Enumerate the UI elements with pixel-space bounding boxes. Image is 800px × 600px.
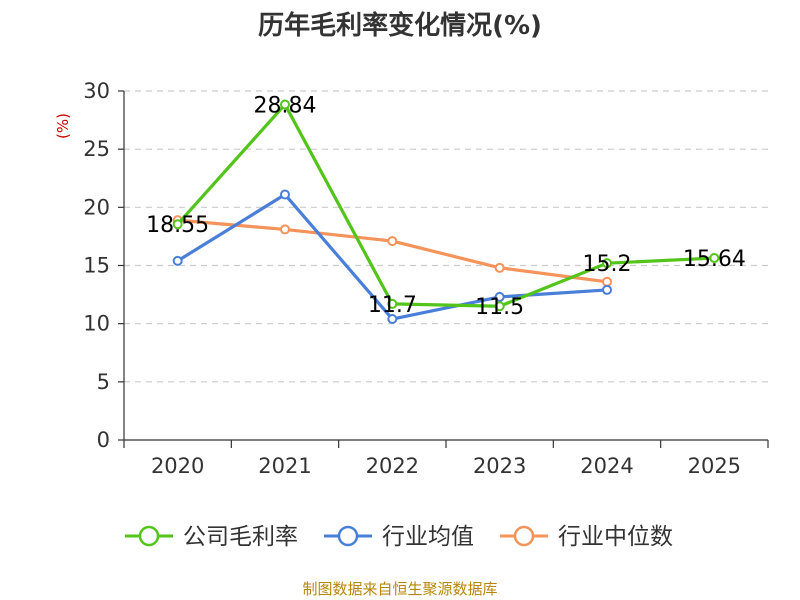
x-tick-label: 2021 [258, 454, 311, 478]
legend-label: 行业中位数 [558, 524, 673, 550]
legend-swatch-marker [138, 525, 160, 547]
legend-label: 行业均值 [382, 524, 474, 550]
data-point[interactable] [280, 224, 290, 235]
x-tick-label: 2024 [580, 454, 633, 478]
data-point[interactable] [494, 301, 505, 312]
y-tick-label: 20 [83, 195, 110, 219]
y-tick-label: 30 [83, 79, 110, 103]
series-layer [172, 99, 720, 325]
x-tick-label: 2020 [151, 454, 204, 478]
legend-swatch-marker [337, 525, 359, 547]
data-label: 18.55 [146, 213, 209, 238]
y-tick-label: 25 [83, 137, 110, 161]
data-point[interactable] [602, 258, 612, 269]
grid-layer [124, 90, 768, 383]
data-point[interactable] [602, 284, 612, 295]
data-point[interactable] [387, 236, 398, 247]
x-tick-label: 2023 [473, 454, 526, 478]
y-tick-label: 5 [97, 370, 110, 394]
x-tick-label: 2025 [688, 454, 741, 478]
data-point[interactable] [387, 314, 398, 325]
data-label: 11.5 [475, 295, 524, 320]
legend-item[interactable]: 行业中位数 [500, 524, 673, 550]
data-point[interactable] [494, 291, 505, 302]
y-tick-label: 0 [97, 428, 110, 452]
data-label: 15.2 [583, 252, 632, 277]
source-note: 制图数据来自恒生聚源数据库 [302, 580, 497, 598]
data-point[interactable] [709, 253, 720, 264]
legend-label: 公司毛利率 [183, 524, 298, 550]
legend: 公司毛利率 行业均值 行业中位数 [125, 524, 673, 550]
y-axis-unit-label: (%) [54, 113, 72, 139]
data-point[interactable] [172, 255, 183, 266]
data-point[interactable] [280, 189, 290, 200]
legend-item[interactable]: 公司毛利率 [125, 524, 298, 550]
legend-item[interactable]: 行业均值 [324, 524, 474, 550]
series-line [176, 102, 715, 308]
series-line [177, 218, 608, 284]
data-point[interactable] [602, 276, 612, 287]
chart-title: 历年毛利率变化情况(%) [258, 10, 542, 41]
data-point[interactable] [494, 262, 505, 273]
data-point[interactable] [387, 298, 398, 309]
data-point[interactable] [172, 219, 183, 230]
x-tick-label: 2022 [366, 454, 419, 478]
y-tick-label: 15 [83, 254, 110, 278]
data-label: 11.7 [368, 293, 417, 318]
data-label: 28.84 [254, 93, 317, 118]
y-tick-label: 10 [83, 312, 110, 336]
data-label-layer: 18.55 28.84 11.7 11.5 15.2 15.64 [146, 93, 746, 320]
data-point[interactable] [280, 99, 290, 110]
data-label: 15.64 [683, 247, 746, 272]
legend-swatch-marker [513, 525, 535, 547]
